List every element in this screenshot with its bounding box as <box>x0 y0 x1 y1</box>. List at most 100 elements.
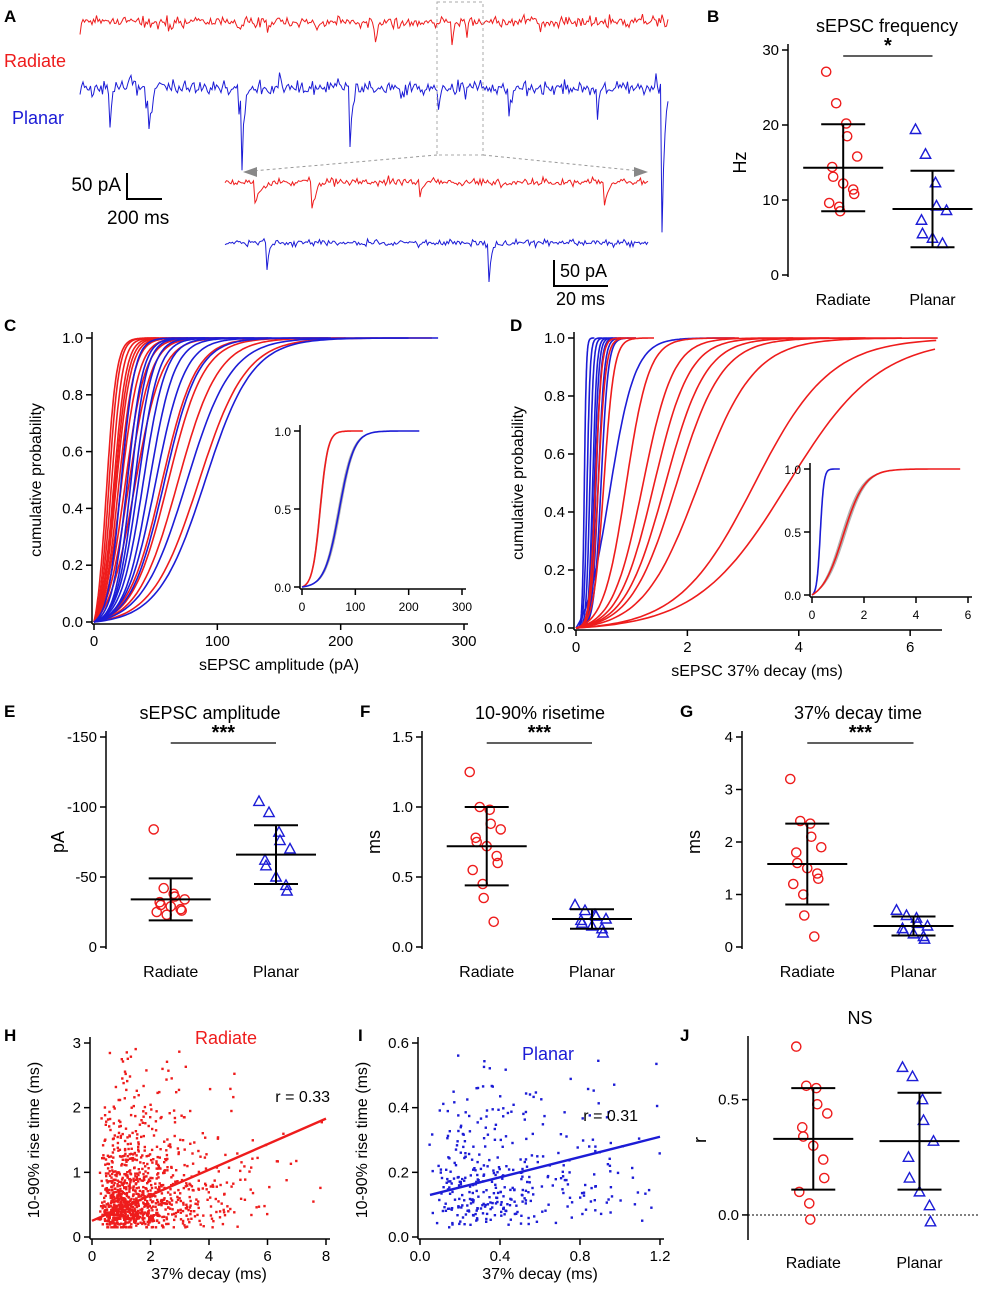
scatter-point <box>164 1158 167 1161</box>
scatter-point <box>439 1171 442 1174</box>
scatter-point <box>500 1214 503 1217</box>
scatter-point <box>144 1122 147 1125</box>
scatter-point <box>132 1218 136 1221</box>
scatter-point <box>125 1158 128 1161</box>
scatter-point <box>249 1188 252 1191</box>
scatter-point <box>104 1194 107 1198</box>
scatter-point <box>266 1212 269 1216</box>
scatter-point <box>160 1115 163 1119</box>
scatter-point <box>491 1201 494 1205</box>
scatter-point <box>108 1191 111 1195</box>
scatter-point <box>110 1195 113 1198</box>
scatter-point <box>189 1183 192 1187</box>
scatter-point <box>141 1207 144 1211</box>
scatter-point <box>459 1183 463 1186</box>
scatter-point <box>138 1177 141 1181</box>
scatter-point <box>139 1208 142 1211</box>
scatter-point <box>187 1188 190 1191</box>
scatter-point <box>190 1217 193 1220</box>
scatter-point <box>513 1188 516 1191</box>
scatter-point <box>506 1111 510 1115</box>
scatter-point <box>117 1198 121 1201</box>
scatter-point <box>468 1114 471 1118</box>
scatter-point <box>133 1189 137 1192</box>
scatter-point <box>149 1217 153 1220</box>
data-point-planar <box>915 213 928 225</box>
scatter-point <box>129 1219 132 1222</box>
scatter-point <box>129 1213 133 1216</box>
scatter-point <box>263 1204 266 1208</box>
scatter-point <box>179 1199 182 1203</box>
scatter-point <box>492 1192 496 1195</box>
scatter-point <box>476 1121 479 1124</box>
scatter-point <box>187 1218 190 1221</box>
scatter-point <box>568 1171 571 1174</box>
scatter-point <box>193 1210 196 1213</box>
scatter-point <box>155 1167 158 1170</box>
scatter-point <box>129 1199 132 1202</box>
chart-title: 10-90% risetime <box>475 703 605 723</box>
data-point-planar <box>916 226 929 239</box>
x-tick-label: 4 <box>913 608 920 622</box>
scatter-point <box>218 1210 222 1213</box>
y-tick-label: 0.0 <box>784 589 801 603</box>
data-point-planar <box>900 908 913 921</box>
scatter-point <box>118 1213 122 1216</box>
scatter-point <box>502 1107 505 1110</box>
x-tick-label: 100 <box>205 633 230 650</box>
x-tick-label: 0.0 <box>410 1248 431 1265</box>
scatter-point <box>125 1160 128 1163</box>
scatter-point <box>562 1191 565 1195</box>
scatter-point <box>464 1176 467 1179</box>
cdf-curve-radiate <box>575 339 937 629</box>
scatter-point <box>131 1209 134 1213</box>
scatter-point <box>211 1183 214 1187</box>
scatter-point <box>204 1136 207 1139</box>
scatter-point <box>509 1188 512 1192</box>
scatter-point <box>110 1176 113 1179</box>
scatter-point <box>209 1214 213 1217</box>
scatter-point <box>561 1170 564 1173</box>
data-point-radiate <box>817 1154 829 1165</box>
scatter-point <box>108 1117 112 1121</box>
scatter-point <box>463 1179 466 1182</box>
scatter-point <box>197 1206 200 1210</box>
scale-main-time: 200 ms <box>107 208 169 229</box>
scatter-point <box>499 1095 502 1098</box>
scatter-point <box>155 1162 158 1165</box>
scatter-point <box>165 1153 169 1157</box>
scatter-point <box>123 1199 127 1202</box>
x-tick-label: 0 <box>572 639 580 656</box>
scatter-point <box>594 1209 597 1212</box>
scatter-point <box>177 1209 180 1212</box>
scatter-point <box>123 1218 126 1221</box>
scatter-point <box>100 1117 103 1120</box>
scatter-point <box>197 1200 200 1203</box>
data-point-radiate <box>790 847 802 858</box>
scatter-point <box>147 1210 150 1213</box>
scatter-point <box>111 1169 114 1172</box>
y-tick-label: 0 <box>725 939 733 956</box>
scatter-point <box>128 1135 131 1138</box>
scatter-point <box>171 1174 175 1177</box>
scatter-point <box>115 1174 118 1178</box>
scatter-point <box>146 1202 149 1205</box>
scatter-point <box>212 1185 215 1188</box>
data-point-radiate <box>488 916 500 928</box>
scatter-point <box>544 1209 547 1212</box>
scatter-point <box>147 1154 150 1157</box>
scatter-point <box>464 1111 467 1114</box>
scatter-point <box>189 1204 192 1207</box>
scatter-point <box>142 1134 145 1138</box>
scatter-point <box>505 1165 508 1168</box>
scatter-point <box>127 1200 130 1204</box>
scatter-point <box>479 1117 483 1120</box>
panel-label-d: D <box>510 316 522 335</box>
scatter-point <box>594 1149 597 1153</box>
data-point-planar <box>917 1113 930 1126</box>
scatter-point <box>105 1120 108 1123</box>
scatter-point <box>113 1195 116 1199</box>
scatter-point <box>128 1183 131 1186</box>
scatter-point <box>139 1221 142 1224</box>
